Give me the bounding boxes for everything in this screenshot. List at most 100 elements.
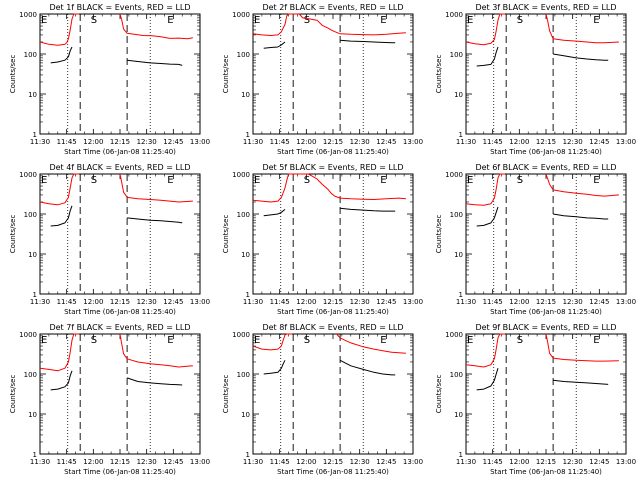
x-tick-label: 13:00 [403, 138, 423, 146]
y-axis-label: Counts/sec [9, 55, 17, 94]
x-axis-label: Start Time (06-Jan-08 11:25:40) [490, 468, 602, 476]
event-marker-label: S [304, 15, 310, 26]
events-curve [50, 46, 73, 64]
plot-frame [465, 173, 627, 295]
x-tick-label: 13:00 [616, 138, 636, 146]
y-tick-label: 1000 [232, 331, 250, 339]
event-marker-label: S [91, 175, 97, 186]
event-marker-label: E [467, 175, 473, 186]
events-curve [127, 59, 183, 66]
panel-title: Det 7f BLACK = Events, RED = LLD [49, 323, 190, 332]
x-tick-label: 12:30 [137, 458, 157, 466]
y-axis-label: Counts/sec [435, 375, 443, 414]
x-tick-label: 12:30 [350, 298, 370, 306]
x-axis-label: Start Time (06-Jan-08 11:25:40) [490, 308, 602, 316]
lld-curve [465, 173, 506, 206]
y-axis-label: Counts/sec [9, 215, 17, 254]
event-marker-label: S [304, 335, 310, 346]
events-curve [126, 377, 183, 386]
event-marker-label: E [167, 175, 173, 186]
x-tick-label: 11:30 [30, 298, 50, 306]
x-tick-label: 11:30 [243, 138, 263, 146]
panel-title: Det 5f BLACK = Events, RED = LLD [262, 163, 403, 172]
x-tick-label: 11:45 [270, 298, 290, 306]
x-tick-label: 12:30 [563, 298, 583, 306]
detector-panel: Det 6f BLACK = Events, RED = LLD 1 10 100 10… [435, 163, 636, 316]
x-tick-label: 11:45 [270, 138, 290, 146]
y-axis-label: Counts/sec [222, 215, 230, 254]
x-tick-label: 12:15 [536, 138, 556, 146]
event-marker-label: E [41, 175, 47, 186]
x-tick-label: 11:30 [456, 298, 476, 306]
y-tick-label: 10 [241, 411, 250, 419]
x-tick-label: 13:00 [190, 138, 210, 146]
events-curve [476, 46, 499, 67]
plot-frame [465, 13, 627, 135]
x-tick-label: 13:00 [616, 458, 636, 466]
lld-curve [252, 173, 406, 203]
events-curve [476, 206, 499, 227]
detector-panel: Det 4f BLACK = Events, RED = LLD 1 10 100 10… [9, 163, 210, 316]
x-tick-label: 11:30 [243, 298, 263, 306]
plot-frame [39, 13, 201, 135]
x-tick-label: 12:15 [323, 138, 343, 146]
x-axis-label: Start Time (06-Jan-08 11:25:40) [64, 468, 176, 476]
x-tick-label: 12:45 [376, 298, 396, 306]
plot-frame [252, 173, 414, 295]
event-marker-label: S [304, 175, 310, 186]
y-tick-label: 1000 [19, 171, 37, 179]
x-tick-label: 12:30 [137, 298, 157, 306]
y-tick-label: 10 [241, 91, 250, 99]
events-curve [553, 213, 609, 220]
lld-curve [465, 13, 506, 46]
x-tick-label: 12:00 [83, 138, 103, 146]
event-marker-label: S [517, 15, 523, 26]
x-axis-label: Start Time (06-Jan-08 11:25:40) [64, 148, 176, 156]
lld-curve [252, 333, 293, 351]
detector-panel: Det 9f BLACK = Events, RED = LLD 1 10 100 10… [435, 323, 636, 476]
detector-panel: Det 3f BLACK = Events, RED = LLD 1 10 100 10… [435, 3, 636, 156]
events-curve [340, 39, 396, 44]
x-tick-label: 12:15 [110, 138, 130, 146]
x-tick-label: 13:00 [190, 458, 210, 466]
event-marker-label: E [254, 335, 260, 346]
event-marker-label: E [167, 335, 173, 346]
x-tick-label: 12:00 [296, 138, 316, 146]
y-tick-label: 100 [237, 211, 250, 219]
y-tick-label: 10 [28, 251, 37, 259]
panel-title: Det 8f BLACK = Events, RED = LLD [262, 323, 403, 332]
events-curve [263, 209, 286, 217]
event-marker-label: E [593, 175, 599, 186]
plot-frame [39, 333, 201, 455]
events-curve [127, 217, 183, 224]
detector-panel: Det 1f BLACK = Events, RED = LLD 1 10 100 10… [9, 3, 210, 156]
x-tick-label: 12:45 [589, 138, 609, 146]
y-tick-label: 1 [33, 131, 37, 139]
x-tick-label: 12:45 [376, 458, 396, 466]
plot-frame [252, 13, 414, 135]
events-curve [553, 53, 609, 61]
x-tick-label: 11:45 [57, 138, 77, 146]
lld-curve [119, 333, 193, 368]
x-tick-label: 12:30 [350, 458, 370, 466]
y-axis-label: Counts/sec [222, 55, 230, 94]
y-axis-label: Counts/sec [222, 375, 230, 414]
y-tick-label: 1000 [445, 331, 463, 339]
y-tick-label: 100 [24, 51, 37, 59]
lld-curve [252, 13, 406, 36]
x-axis-label: Start Time (06-Jan-08 11:25:40) [277, 468, 389, 476]
x-tick-label: 12:45 [589, 458, 609, 466]
events-curve [339, 359, 396, 376]
x-tick-label: 11:45 [483, 298, 503, 306]
x-axis-label: Start Time (06-Jan-08 11:25:40) [490, 148, 602, 156]
events-curve [476, 368, 499, 391]
detector-panel: Det 8f BLACK = Events, RED = LLD 1 10 100 10… [222, 323, 423, 476]
x-tick-label: 12:45 [163, 458, 183, 466]
event-marker-label: E [593, 15, 599, 26]
event-marker-label: E [467, 335, 473, 346]
y-tick-label: 100 [450, 211, 463, 219]
y-tick-label: 1 [459, 291, 463, 299]
y-axis-label: Counts/sec [9, 375, 17, 414]
events-curve [263, 41, 286, 49]
y-tick-label: 100 [450, 371, 463, 379]
